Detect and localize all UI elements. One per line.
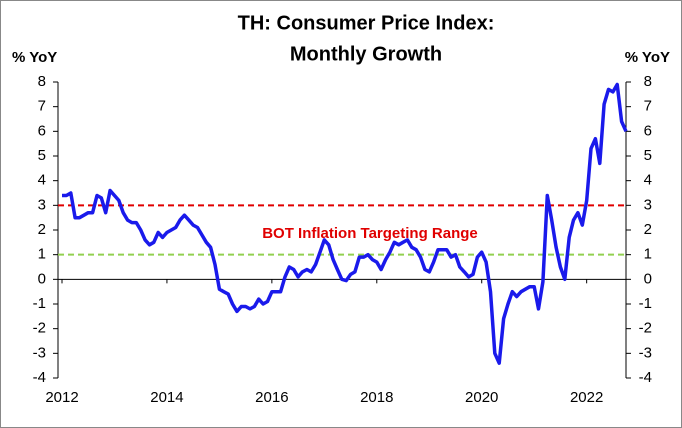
y-tick-label: 8 <box>38 73 46 90</box>
y-tick-label: 0 <box>38 270 46 287</box>
y2-tick-label: 2 <box>644 221 652 238</box>
y2-tick-label: 3 <box>644 196 652 213</box>
y-tick-label: 5 <box>38 147 46 164</box>
x-tick-label: 2016 <box>255 389 288 406</box>
y2-tick-label: -3 <box>639 344 652 361</box>
y-axis-label: % YoY <box>12 49 57 66</box>
x-tick-label: 2022 <box>570 389 603 406</box>
x-tick-label: 2020 <box>465 389 498 406</box>
y-tick-label: -3 <box>33 344 46 361</box>
y-tick-label: 6 <box>38 122 46 139</box>
annotation: BOT Inflation Targeting Range <box>262 225 478 242</box>
y2-tick-label: -2 <box>639 320 652 337</box>
y2-tick-label: 6 <box>644 122 652 139</box>
y2-tick-label: 1 <box>644 246 652 263</box>
y2-tick-label: 5 <box>644 147 652 164</box>
y-tick-label: 2 <box>38 221 46 238</box>
y2-tick-label: 0 <box>644 270 652 287</box>
y2-axis-label: % YoY <box>625 49 670 66</box>
y2-tick-label: -4 <box>639 369 652 386</box>
chart-title: TH: Consumer Price Index: <box>238 12 495 34</box>
x-tick-label: 2018 <box>360 389 393 406</box>
y2-tick-label: -1 <box>639 295 652 312</box>
y-tick-label: -1 <box>33 295 46 312</box>
y-tick-label: 1 <box>38 246 46 263</box>
y-tick-label: -4 <box>33 369 46 386</box>
y-tick-label: 7 <box>38 98 46 115</box>
y-tick-label: -2 <box>33 320 46 337</box>
y-tick-label: 3 <box>38 196 46 213</box>
y2-tick-label: 8 <box>644 73 652 90</box>
y-tick-label: 4 <box>38 172 46 189</box>
y2-tick-label: 7 <box>644 98 652 115</box>
y2-tick-label: 4 <box>644 172 652 189</box>
x-tick-label: 2012 <box>45 389 78 406</box>
series-line <box>62 82 628 365</box>
x-tick-label: 2014 <box>150 389 183 406</box>
chart-title: Monthly Growth <box>290 43 442 65</box>
